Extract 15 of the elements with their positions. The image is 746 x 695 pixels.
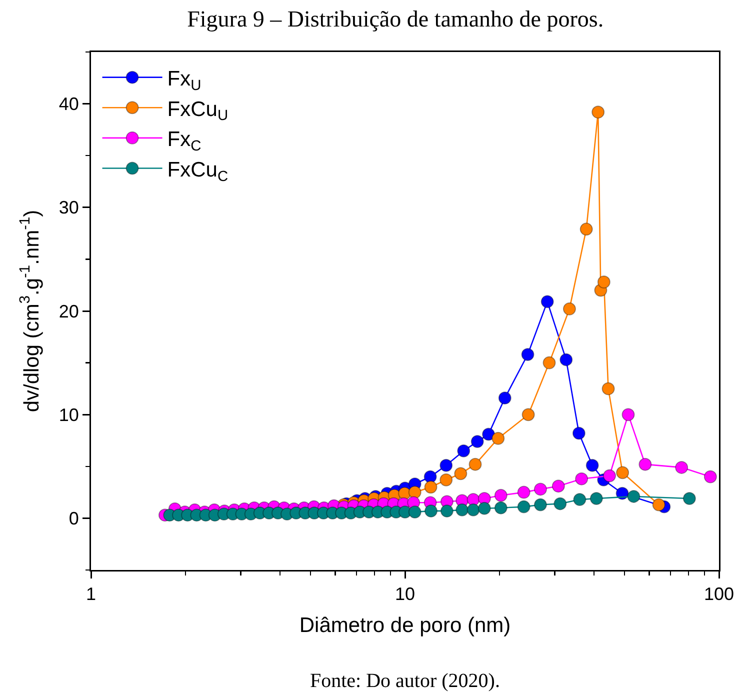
y-tick-label: 30 [58,198,79,218]
legend-label: Fx$_{C}$ [167,128,202,155]
chart-title: Figura 9 – Distribuição de tamanho de poros. [187,6,604,32]
y-tick-label: 40 [58,94,79,114]
y-tick-label: 0 [68,508,79,528]
x-axis-title: Diâmetro de poro (nm) [299,614,511,638]
x-tick-label: 10 [394,584,416,604]
y-tick-label: 10 [58,404,79,425]
source-note: Fonte: Do autor (2020). [310,670,500,692]
x-tick-label: 100 [704,584,734,604]
legend-label: FxCu$_{U}$ [167,98,228,124]
x-tick-label: 1 [86,584,96,604]
legend-label: FxCu$_{C}$ [167,158,228,185]
y-tick-label: 20 [58,301,79,322]
legend-label: Fx$_{U}$ [167,68,202,94]
